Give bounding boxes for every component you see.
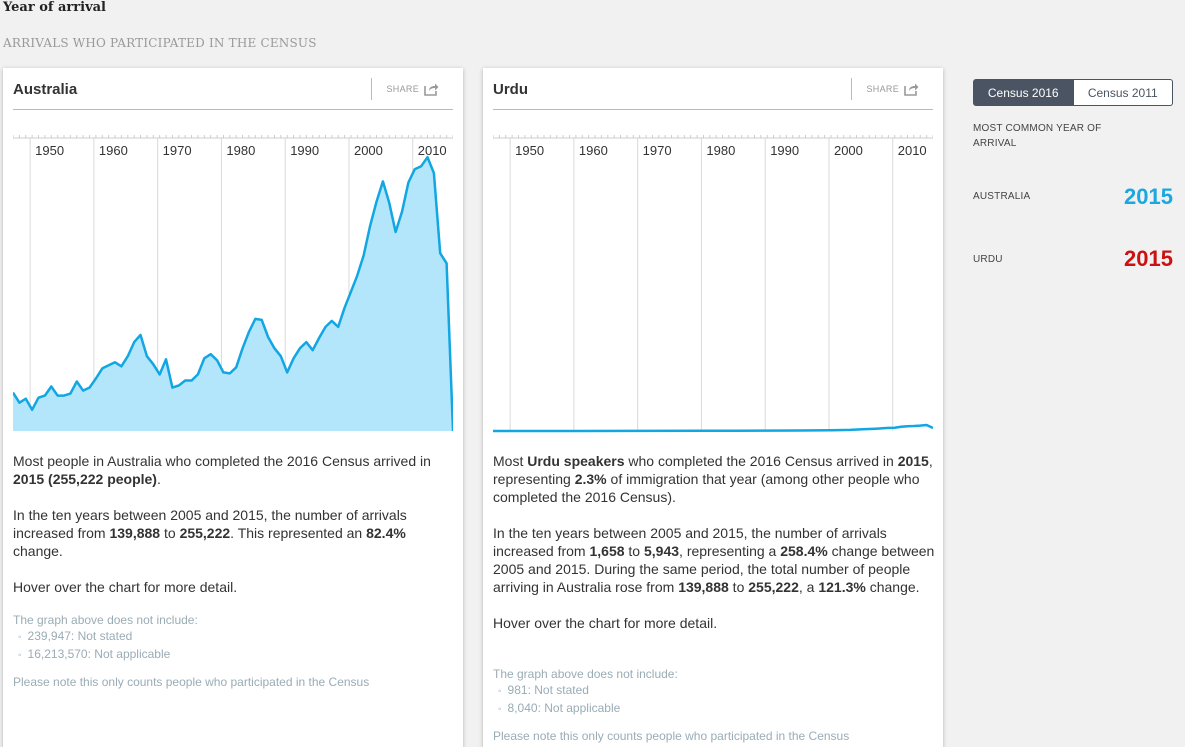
x-tick-label: 1960	[579, 143, 608, 158]
x-tick-label: 1990	[770, 143, 799, 158]
australia-note: The graph above does not include: 239,94…	[13, 612, 453, 690]
urdu-card: Urdu SHARE 1950 1960 1970 1980 1990 2000 2010 …	[483, 68, 943, 747]
share-icon	[424, 83, 439, 96]
note-item: 16,213,570: Not applicable	[18, 646, 453, 664]
note-list: 239,947: Not stated 16,213,570: Not appl…	[13, 628, 453, 664]
x-tick-label: 2000	[354, 143, 383, 158]
urdu-chart-svg[interactable]: 1950 1960 1970 1980 1990 2000 2010	[493, 130, 933, 435]
note-footer: Please note this only counts people who …	[493, 729, 850, 743]
x-tick-label: 2000	[834, 143, 863, 158]
description-para1: Most people in Australia who completed t…	[13, 453, 431, 487]
x-tick-label: 1990	[290, 143, 319, 158]
x-tick-label: 1950	[515, 143, 544, 158]
x-tick-label: 1960	[99, 143, 128, 158]
series-line	[493, 423, 933, 433]
series-line	[13, 155, 453, 432]
note-title: The graph above does not include:	[493, 667, 678, 681]
share-label: SHARE	[386, 84, 419, 94]
australia-description: Most people in Australia who completed t…	[13, 452, 455, 614]
urdu-year-value: 2015	[1124, 246, 1173, 271]
card-header: Australia SHARE	[13, 68, 453, 110]
description-para3: Hover over the chart for more detail.	[493, 615, 718, 631]
x-tick-label: 1980	[226, 143, 255, 158]
card-title: Urdu	[493, 81, 528, 98]
census-2011-button[interactable]: Census 2011	[1073, 79, 1173, 106]
card-title: Australia	[13, 81, 78, 98]
census-toggle: Census 2016 Census 2011	[973, 79, 1173, 106]
description-para1: Most Urdu speakers who completed the 201…	[493, 453, 933, 505]
note-item: 8,040: Not applicable	[498, 700, 933, 718]
note-item: 239,947: Not stated	[18, 628, 453, 646]
note-item: 981: Not stated	[498, 682, 933, 700]
card-header: Urdu SHARE	[493, 68, 933, 110]
share-button[interactable]: SHARE	[371, 78, 439, 100]
australia-card: Australia SHARE 1950 1960 1970 1980 1990 2000…	[3, 68, 463, 747]
x-tick-label: 1950	[35, 143, 64, 158]
description-para2: In the ten years between 2005 and 2015, …	[13, 507, 407, 559]
urdu-description: Most Urdu speakers who completed the 201…	[493, 452, 935, 650]
note-list: 981: Not stated 8,040: Not applicable	[493, 682, 933, 718]
australia-chart[interactable]: 1950 1960 1970 1980 1990 2000 2010	[13, 130, 453, 435]
australia-year-value: 2015	[1124, 184, 1173, 209]
x-tick-label: 2010	[418, 143, 447, 158]
australia-chart-svg[interactable]: 1950 1960 1970 1980 1990 2000 2010	[13, 130, 453, 435]
series-area	[13, 157, 453, 431]
page-subtitle: ARRIVALS WHO PARTICIPATED IN THE CENSUS	[3, 36, 317, 50]
page-title: Year of arrival	[3, 0, 106, 15]
share-icon	[904, 83, 919, 96]
urdu-label: URDU	[973, 254, 1003, 265]
most-common-label: MOST COMMON YEAR OF ARRIVAL	[973, 123, 1102, 149]
x-tick-label: 2010	[898, 143, 927, 158]
share-label: SHARE	[866, 84, 899, 94]
share-button[interactable]: SHARE	[851, 78, 919, 100]
urdu-chart[interactable]: 1950 1960 1970 1980 1990 2000 2010	[493, 130, 933, 435]
description-para3: Hover over the chart for more detail.	[13, 579, 238, 595]
census-2016-button[interactable]: Census 2016	[973, 79, 1074, 106]
australia-label: AUSTRALIA	[973, 191, 1031, 202]
note-title: The graph above does not include:	[13, 613, 198, 627]
x-tick-label: 1980	[706, 143, 735, 158]
urdu-note: The graph above does not include: 981: N…	[493, 666, 933, 744]
note-footer: Please note this only counts people who …	[13, 675, 370, 689]
x-tick-label: 1970	[643, 143, 672, 158]
x-tick-label: 1970	[163, 143, 192, 158]
description-para2: In the ten years between 2005 and 2015, …	[493, 525, 935, 595]
